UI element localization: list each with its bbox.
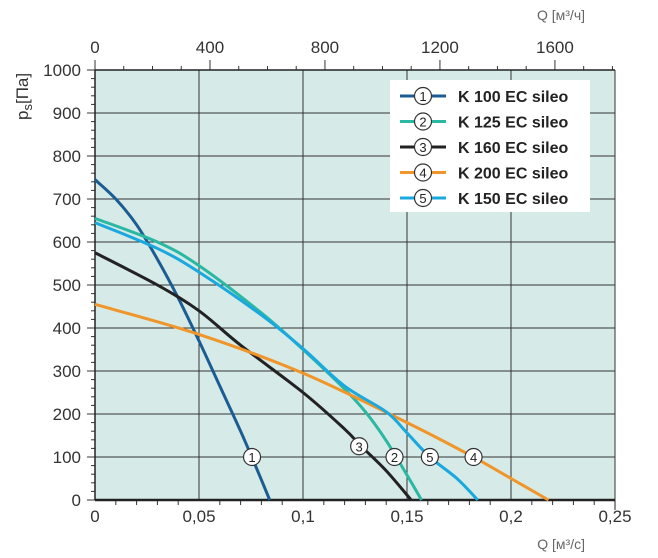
curve-3 [94,251,413,501]
y-tick-label: 900 [53,104,81,123]
y-tick-label: 500 [53,276,81,295]
legend-marker [413,163,433,182]
legend-entry: K 125 EC sileo [458,115,569,132]
y-tick-label: 700 [53,190,81,209]
curve-marker-label: 2 [391,450,398,465]
y-tick-label: 800 [53,147,81,166]
x-tick-label: 0 [90,507,99,526]
curve-marker-label: 3 [356,439,363,454]
legend-marker [413,112,433,131]
curve-marker-5 [420,447,439,467]
x2-tick-label: 1200 [421,38,459,57]
x-tick-label: 0,1 [291,507,315,526]
curve-marker-label: 5 [426,450,433,465]
x2-tick-label: 800 [311,38,339,57]
legend-marker-label: 2 [419,115,426,130]
legend-marker-label: 3 [419,140,426,155]
y-axis-label: ps[Па] [13,73,35,120]
legend-marker [413,188,433,208]
y-tick-label: 300 [53,362,81,381]
y-tick-label: 0 [72,491,81,510]
x2-tick-label: 0 [90,38,99,57]
curve-marker-label: 1 [248,450,255,465]
curve-marker-1 [242,447,262,467]
legend-entry: K 150 EC sileo [458,191,569,208]
x-tick-label: 0,05 [182,507,215,526]
y-tick-label: 100 [53,448,81,467]
x2-axis-label: Q [м³/ч] [537,7,585,23]
y-tick-label: 1000 [43,61,81,80]
legend-marker-label: 1 [419,89,426,104]
x-axis-label: Q [м³/с] [537,536,585,552]
legend-entry: K 160 EC sileo [458,140,569,157]
curve-marker-3 [350,437,369,456]
y-tick-label: 400 [53,319,81,338]
x2-tick-label: 400 [196,38,224,57]
curve-marker-2 [385,447,404,467]
legend-entry: K 100 EC sileo [458,89,569,106]
legend-marker [413,137,433,157]
legend-marker-label: 5 [419,191,426,206]
y-tick-label: 200 [53,405,81,424]
legend-marker-label: 4 [419,166,426,181]
y-tick-label: 600 [53,233,81,252]
legend: 1 K 100 EC sileo 2 K 125 EC sileo 3 K 160 EC … [390,80,590,212]
curve-marker-label: 4 [470,450,477,465]
x-tick-label: 0,25 [598,507,631,526]
x2-tick-label: 1600 [536,38,574,57]
legend-entry: K 200 EC sileo [458,166,569,183]
x-tick-label: 0,15 [390,507,423,526]
x-tick-label: 0,2 [499,507,523,526]
legend-marker [413,86,433,106]
curve-marker-4 [464,447,483,467]
